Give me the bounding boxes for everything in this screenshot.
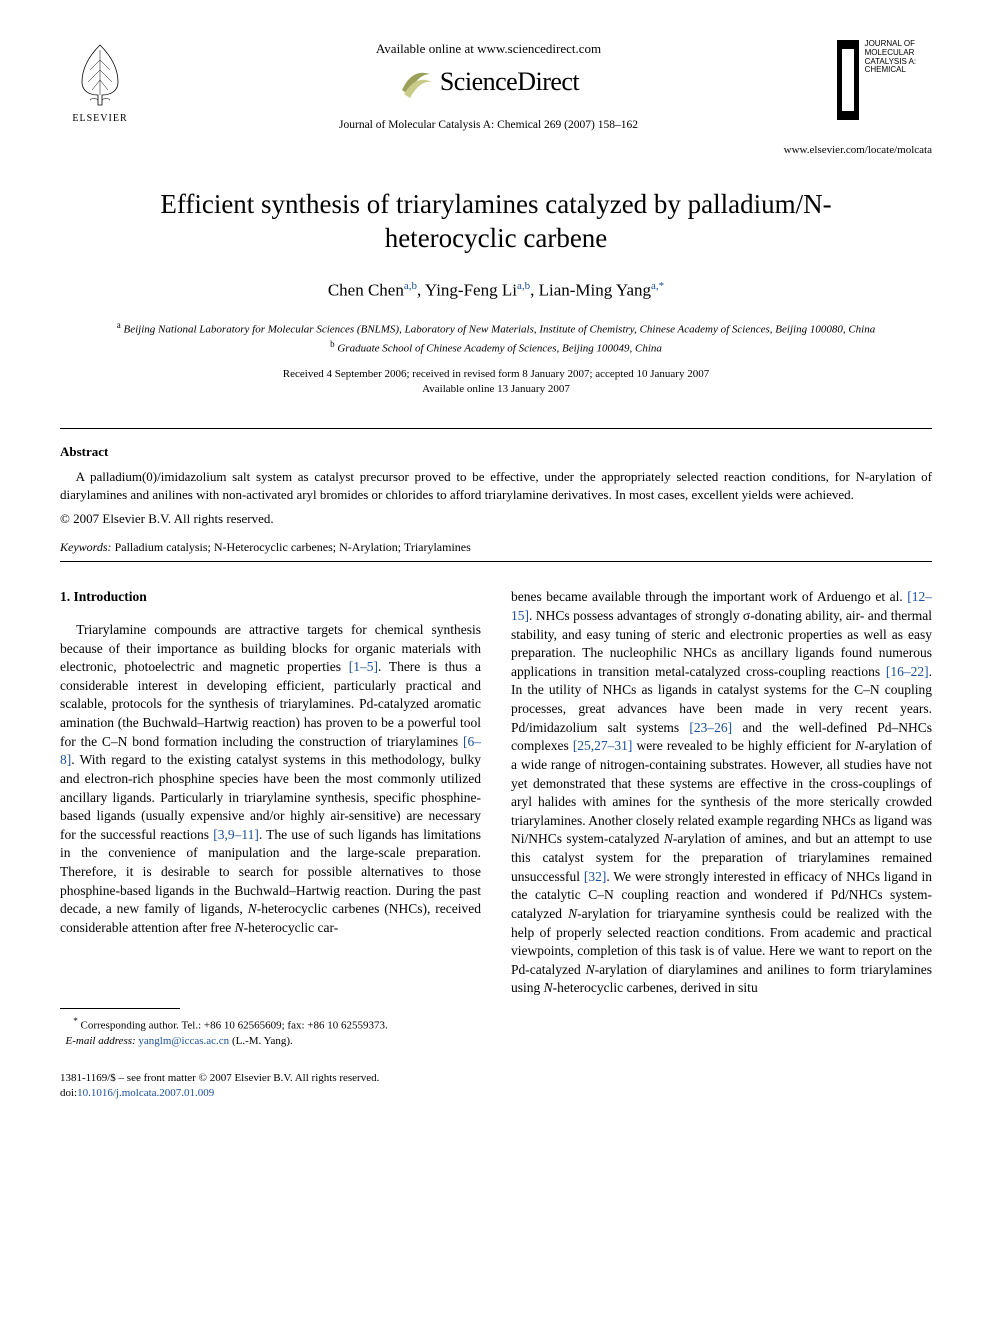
doi-label: doi: bbox=[60, 1087, 77, 1099]
corr-text: Corresponding author. Tel.: +86 10 62565… bbox=[81, 1019, 388, 1031]
author-3-aff[interactable]: a, bbox=[651, 280, 659, 292]
journal-cover-icon bbox=[837, 40, 859, 120]
page-footer: 1381-1169/$ – see front matter © 2007 El… bbox=[60, 1071, 932, 1101]
sciencedirect-swoosh-icon bbox=[398, 64, 434, 100]
doi-link[interactable]: 10.1016/j.molcata.2007.01.009 bbox=[77, 1087, 214, 1099]
elsevier-tree-icon bbox=[70, 40, 130, 110]
keywords-label: Keywords: bbox=[60, 540, 112, 554]
cite-5[interactable]: [16–22] bbox=[886, 664, 929, 679]
cite-3[interactable]: [3,9–11] bbox=[213, 827, 259, 842]
author-1: Chen Chen bbox=[328, 281, 404, 300]
affiliation-a: Beijing National Laboratory for Molecula… bbox=[124, 324, 876, 336]
article-dates: Received 4 September 2006; received in r… bbox=[60, 367, 932, 398]
cite-2[interactable]: [6–8] bbox=[60, 734, 481, 768]
keywords: Keywords: Palladium catalysis; N-Heteroc… bbox=[60, 539, 932, 555]
email-label: E-mail address: bbox=[66, 1035, 136, 1047]
abstract-copyright: © 2007 Elsevier B.V. All rights reserved… bbox=[60, 510, 932, 528]
header-bar: ELSEVIER Available online at www.science… bbox=[60, 40, 932, 133]
journal-cover-block: JOURNAL OF MOLECULAR CATALYSIS A: CHEMIC… bbox=[837, 40, 932, 122]
corresponding-mark[interactable]: * bbox=[659, 280, 665, 292]
journal-cover-title: JOURNAL OF MOLECULAR CATALYSIS A: CHEMIC… bbox=[865, 40, 932, 75]
keywords-text: Palladium catalysis; N-Heterocyclic carb… bbox=[115, 540, 471, 554]
column-left: 1. Introduction Triarylamine compounds a… bbox=[60, 588, 481, 1049]
cite-8[interactable]: [32] bbox=[584, 869, 607, 884]
elsevier-logo: ELSEVIER bbox=[60, 40, 140, 126]
front-matter-line: 1381-1169/$ – see front matter © 2007 El… bbox=[60, 1072, 379, 1084]
sciencedirect-logo: ScienceDirect bbox=[160, 64, 817, 100]
intro-paragraph-left: Triarylamine compounds are attractive ta… bbox=[60, 621, 481, 938]
author-list: Chen Chena,b, Ying-Feng Lia,b, Lian-Ming… bbox=[60, 279, 932, 303]
affiliations: a Beijing National Laboratory for Molecu… bbox=[60, 319, 932, 357]
corresponding-footnote: * Corresponding author. Tel.: +86 10 625… bbox=[60, 1015, 481, 1049]
available-online-text: Available online at www.sciencedirect.co… bbox=[160, 40, 817, 58]
abstract-heading: Abstract bbox=[60, 443, 932, 461]
abstract-text: A palladium(0)/imidazolium salt system a… bbox=[60, 468, 932, 503]
email-who: (L.-M. Yang). bbox=[232, 1035, 293, 1047]
author-2-aff[interactable]: a,b bbox=[517, 280, 530, 292]
cite-7[interactable]: [25,27–31] bbox=[573, 738, 633, 753]
intro-heading: 1. Introduction bbox=[60, 588, 481, 607]
received-date: Received 4 September 2006; received in r… bbox=[283, 368, 709, 380]
title-text: Efficient synthesis of triarylamines cat… bbox=[160, 189, 831, 253]
abstract-body: A palladium(0)/imidazolium salt system a… bbox=[60, 469, 932, 502]
author-2: Ying-Feng Li bbox=[425, 281, 517, 300]
corr-email-link[interactable]: yanglm@iccas.ac.cn bbox=[138, 1035, 229, 1047]
column-right: benes became available through the impor… bbox=[511, 588, 932, 1049]
publisher-name: ELSEVIER bbox=[72, 112, 127, 126]
article-title: Efficient synthesis of triarylamines cat… bbox=[140, 188, 852, 256]
body-columns: 1. Introduction Triarylamine compounds a… bbox=[60, 588, 932, 1049]
divider bbox=[60, 428, 932, 429]
author-3: Lian-Ming Yang bbox=[539, 281, 651, 300]
divider bbox=[60, 561, 932, 562]
cite-6[interactable]: [23–26] bbox=[689, 720, 732, 735]
journal-url: www.elsevier.com/locate/molcata bbox=[60, 143, 932, 158]
affiliation-b: Graduate School of Chinese Academy of Sc… bbox=[337, 343, 662, 355]
intro-paragraph-right: benes became available through the impor… bbox=[511, 588, 932, 998]
available-date: Available online 13 January 2007 bbox=[422, 383, 570, 395]
footnote-divider bbox=[60, 1008, 180, 1009]
journal-reference: Journal of Molecular Catalysis A: Chemic… bbox=[160, 118, 817, 134]
sciencedirect-text: ScienceDirect bbox=[440, 64, 579, 99]
cite-1[interactable]: [1–5] bbox=[349, 659, 378, 674]
cite-4[interactable]: [12–15] bbox=[511, 589, 932, 623]
author-1-aff[interactable]: a,b bbox=[404, 280, 417, 292]
center-header: Available online at www.sciencedirect.co… bbox=[140, 40, 837, 133]
